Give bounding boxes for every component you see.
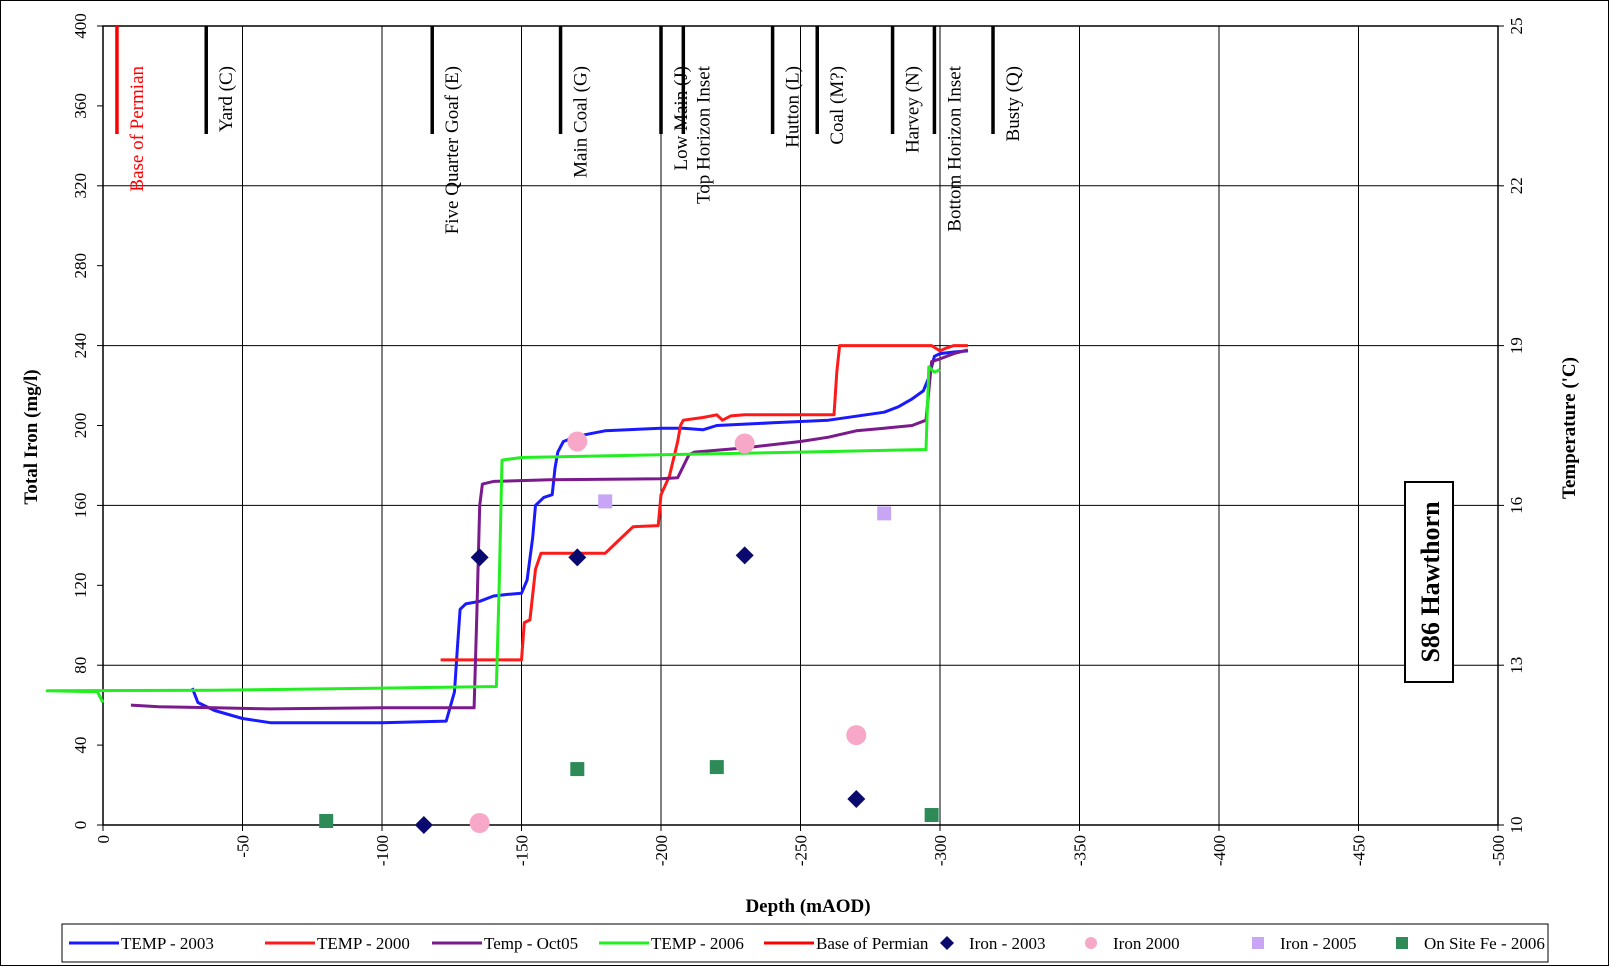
legend-label: Base of Permian [816,934,929,953]
data-point [568,548,587,567]
legend-item: TEMP - 2000 [265,934,410,953]
horizon-label: Bottom Horizon Inset [944,65,965,231]
x-tick-label: -400 [1210,835,1229,866]
y-tick-label: 360 [71,93,90,119]
data-point [846,725,867,746]
horizon-label: Low Main (J) [671,66,692,170]
y-tick-label: 400 [71,13,90,39]
legend-label: Iron - 2003 [969,934,1045,953]
y2-tick-label: 25 [1507,18,1526,35]
data-point [414,816,433,834]
y-tick-label: 80 [71,657,90,674]
horizon-label: Yard (C) [216,66,237,132]
data-point [570,762,585,777]
y-axis-title: Total Iron (mg/l) [21,369,42,504]
legend: TEMP - 2003 TEMP - 2000 Temp - Oct05 TEMP -… [61,923,1549,963]
x-tick-label: -500 [1489,835,1508,866]
legend-item: Iron - 2003 [940,934,1045,953]
legend-swatch [940,936,954,950]
y2-tick-label: 19 [1507,337,1526,354]
legend-swatch [1396,937,1408,949]
horizon-label: Top Horizon Inset [693,65,714,204]
horizon-label: Main Coal (G) [571,66,592,178]
y2-tick-label: 13 [1507,657,1526,674]
series-line [130,348,969,711]
data-point [567,431,588,452]
coal-horizons: Base of Permian Yard (C) Five Quarter Goaf… [115,26,1024,234]
horizon-label: Busty (Q) [1003,66,1024,141]
x-tick-label: -250 [792,835,811,866]
legend-item: Temp - Oct05 [432,934,578,953]
chart-title: S86 Hawthorn [1416,501,1445,663]
y2-tick-label: 22 [1507,177,1526,194]
data-point [735,546,754,565]
x-axis-title: Depth (mAOD) [745,896,870,917]
y2-axis-title: Temperature ('C) [1559,357,1580,499]
data-point [847,790,866,809]
legend-swatch [1085,937,1097,949]
x-tick-label: -50 [234,835,253,858]
series-line [45,365,941,704]
x-axis-ticks: 0 -50 -100 -150 -200 -250 -300 -350 -400 -450 -500 [94,825,1508,866]
x-tick-label: -450 [1350,835,1369,866]
y2-tick-label: 10 [1507,817,1526,834]
legend-swatch [1252,937,1264,949]
data-point [598,494,613,509]
chart-title-box: S86 Hawthorn [1404,481,1454,683]
horizon-label: Harvey (N) [903,66,924,153]
temperature-lines [45,344,969,725]
legend-item: On Site Fe - 2006 [1396,934,1545,953]
data-point [470,548,489,567]
data-point [469,813,490,834]
series-line [190,349,969,725]
y2-axis-ticks: 10 13 16 19 22 25 [1498,18,1526,834]
data-point [734,433,755,454]
data-point [877,506,892,521]
legend-label: Temp - Oct05 [484,934,578,953]
y-tick-label: 40 [71,737,90,754]
x-tick-label: -200 [652,835,671,866]
horizon-label: Base of Permian [127,66,148,192]
data-point [709,760,724,775]
y-tick-label: 320 [71,173,90,199]
x-tick-label: -100 [373,835,392,866]
legend-label: Iron 2000 [1113,934,1180,953]
y-tick-label: 120 [71,573,90,599]
x-tick-label: -300 [931,835,950,866]
data-point [924,808,939,823]
data-point [319,814,334,829]
legend-item: Iron - 2005 [1252,934,1356,953]
legend-label: Iron - 2005 [1280,934,1356,953]
x-tick-label: 0 [94,835,113,844]
horizon-label: Hutton (L) [783,66,804,148]
legend-label: On Site Fe - 2006 [1424,934,1545,953]
y2-tick-label: 16 [1507,497,1526,514]
legend-label: TEMP - 2000 [317,934,410,953]
x-tick-label: -150 [513,835,532,866]
legend-item: Base of Permian [764,934,929,953]
y-tick-label: 240 [71,333,90,359]
x-tick-label: -350 [1071,835,1090,866]
legend-item: TEMP - 2003 [69,934,214,953]
horizon-label: Coal (M?) [827,66,848,145]
y-tick-label: 0 [71,821,90,830]
legend-label: TEMP - 2003 [121,934,214,953]
y-tick-label: 160 [71,493,90,519]
y-tick-label: 200 [71,413,90,439]
horizon-label: Five Quarter Goaf (E) [442,66,463,234]
y-tick-label: 280 [71,253,90,279]
y-axis-ticks: 0 40 80 120 160 200 240 280 320 360 400 [71,13,103,829]
series-line [440,344,968,662]
iron-points [319,431,939,834]
legend-label: TEMP - 2006 [651,934,744,953]
legend-item: TEMP - 2006 [599,934,744,953]
legend-item: Iron 2000 [1085,934,1180,953]
